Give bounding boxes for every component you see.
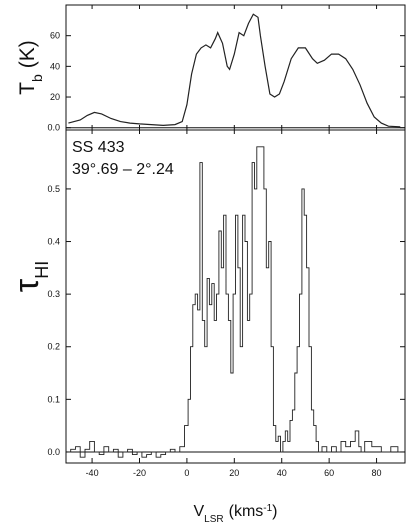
y-tick-label: 20: [50, 92, 60, 102]
x-axis-label-part: -1: [263, 503, 272, 514]
y-axis-label: Tb (K): [16, 40, 45, 95]
y-tick-label: 0.4: [47, 237, 60, 247]
y-axis-label: τHI: [8, 261, 52, 292]
x-axis-label-part: ): [272, 503, 277, 520]
y-axis-label-part: (K): [16, 40, 39, 68]
x-axis-label-part: (kms: [229, 503, 264, 520]
y-tick-label: 0.0: [47, 447, 60, 457]
x-axis-label-part: V: [193, 503, 204, 520]
x-tick-label: 60: [324, 468, 334, 478]
y-tick-label: 60: [50, 31, 60, 41]
plot-frame: [65, 4, 406, 131]
annotation: SS 433: [72, 139, 125, 156]
x-tick-label: 80: [372, 468, 382, 478]
x-tick-label: 0: [184, 468, 189, 478]
annotation: 39°.69 – 2°.24: [72, 161, 174, 178]
y-tick-label: 0.5: [47, 184, 60, 194]
x-tick-label: 40: [277, 468, 287, 478]
y-tick-label: 0.2: [47, 342, 60, 352]
plot-frame: [65, 129, 406, 464]
x-axis-label: VLSR (kms-1): [193, 503, 277, 525]
y-axis-label-part: T: [16, 82, 39, 95]
tau-line: [68, 146, 401, 458]
x-tick-label: -40: [86, 468, 99, 478]
y-axis-label-part: τ: [8, 278, 46, 292]
y-tick-label: 0.0: [47, 123, 60, 133]
y-tick-label: 40: [50, 61, 60, 71]
x-tick-label: -20: [133, 468, 146, 478]
y-tick-label: 0.1: [47, 394, 60, 404]
y-axis-label-part: b: [29, 74, 45, 82]
x-tick-label: 20: [229, 468, 239, 478]
x-axis-label-part: LSR: [204, 514, 223, 525]
y-axis-label-part: HI: [32, 261, 52, 279]
y-tick-label: 0.3: [47, 289, 60, 299]
tb-line: [68, 13, 401, 128]
